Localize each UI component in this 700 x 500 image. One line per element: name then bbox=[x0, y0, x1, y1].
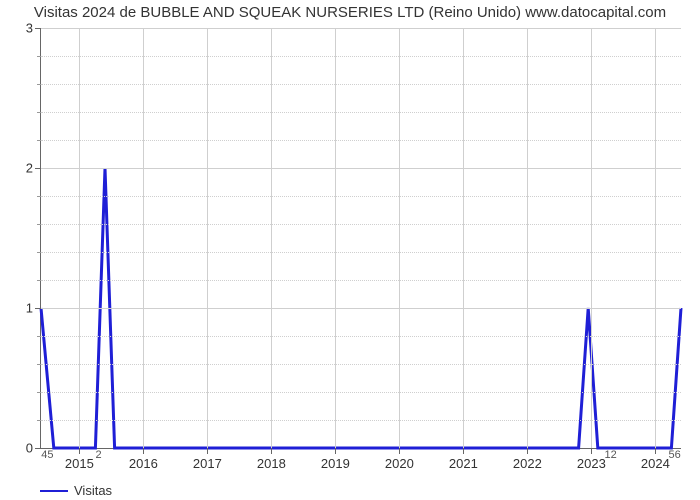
y-tick-label: 1 bbox=[26, 301, 41, 316]
x-value-label: 2 bbox=[96, 448, 102, 461]
y-tick-label: 0 bbox=[26, 441, 41, 456]
x-tick-label: 2015 bbox=[65, 448, 94, 471]
legend-swatch bbox=[40, 490, 68, 492]
y-minor-tick bbox=[37, 364, 41, 365]
x-gridline bbox=[79, 28, 80, 448]
chart-container: Visitas 2024 de BUBBLE AND SQUEAK NURSER… bbox=[0, 0, 700, 500]
x-gridline bbox=[335, 28, 336, 448]
y-minor-tick bbox=[37, 224, 41, 225]
y-minor-gridline bbox=[41, 84, 681, 85]
y-minor-gridline bbox=[41, 280, 681, 281]
plot-area: 0123201520162017201820192020202120222023… bbox=[40, 28, 681, 449]
y-minor-tick bbox=[37, 112, 41, 113]
y-minor-gridline bbox=[41, 196, 681, 197]
y-minor-tick bbox=[37, 196, 41, 197]
x-gridline bbox=[527, 28, 528, 448]
y-minor-tick bbox=[37, 420, 41, 421]
x-tick-label: 2016 bbox=[129, 448, 158, 471]
y-minor-tick bbox=[37, 84, 41, 85]
x-tick-label: 2019 bbox=[321, 448, 350, 471]
y-minor-tick bbox=[37, 336, 41, 337]
y-gridline bbox=[41, 168, 681, 169]
line-series bbox=[41, 28, 681, 448]
y-minor-gridline bbox=[41, 56, 681, 57]
chart-title: Visitas 2024 de BUBBLE AND SQUEAK NURSER… bbox=[0, 4, 700, 21]
x-value-label: 45 bbox=[41, 448, 53, 461]
y-tick-label: 2 bbox=[26, 161, 41, 176]
x-tick-label: 2024 bbox=[641, 448, 670, 471]
x-tick-label: 2020 bbox=[385, 448, 414, 471]
y-tick-label: 3 bbox=[26, 21, 41, 36]
x-gridline bbox=[463, 28, 464, 448]
x-gridline bbox=[591, 28, 592, 448]
x-tick-label: 2018 bbox=[257, 448, 286, 471]
x-gridline bbox=[207, 28, 208, 448]
y-minor-gridline bbox=[41, 420, 681, 421]
x-gridline bbox=[399, 28, 400, 448]
x-value-label: 56 bbox=[668, 448, 680, 461]
y-minor-gridline bbox=[41, 224, 681, 225]
y-minor-gridline bbox=[41, 112, 681, 113]
x-tick-label: 2017 bbox=[193, 448, 222, 471]
y-minor-gridline bbox=[41, 140, 681, 141]
y-minor-tick bbox=[37, 280, 41, 281]
legend: Visitas bbox=[40, 483, 112, 498]
y-minor-gridline bbox=[41, 392, 681, 393]
y-minor-tick bbox=[37, 252, 41, 253]
x-tick-label: 2021 bbox=[449, 448, 478, 471]
y-minor-tick bbox=[37, 56, 41, 57]
y-minor-gridline bbox=[41, 336, 681, 337]
x-gridline bbox=[143, 28, 144, 448]
x-value-label: 12 bbox=[604, 448, 616, 461]
x-tick-label: 2023 bbox=[577, 448, 606, 471]
x-gridline bbox=[271, 28, 272, 448]
x-gridline bbox=[655, 28, 656, 448]
y-minor-tick bbox=[37, 392, 41, 393]
y-minor-tick bbox=[37, 140, 41, 141]
y-minor-gridline bbox=[41, 364, 681, 365]
legend-label: Visitas bbox=[74, 483, 112, 498]
y-gridline bbox=[41, 308, 681, 309]
y-minor-gridline bbox=[41, 252, 681, 253]
y-gridline bbox=[41, 28, 681, 29]
x-tick-label: 2022 bbox=[513, 448, 542, 471]
